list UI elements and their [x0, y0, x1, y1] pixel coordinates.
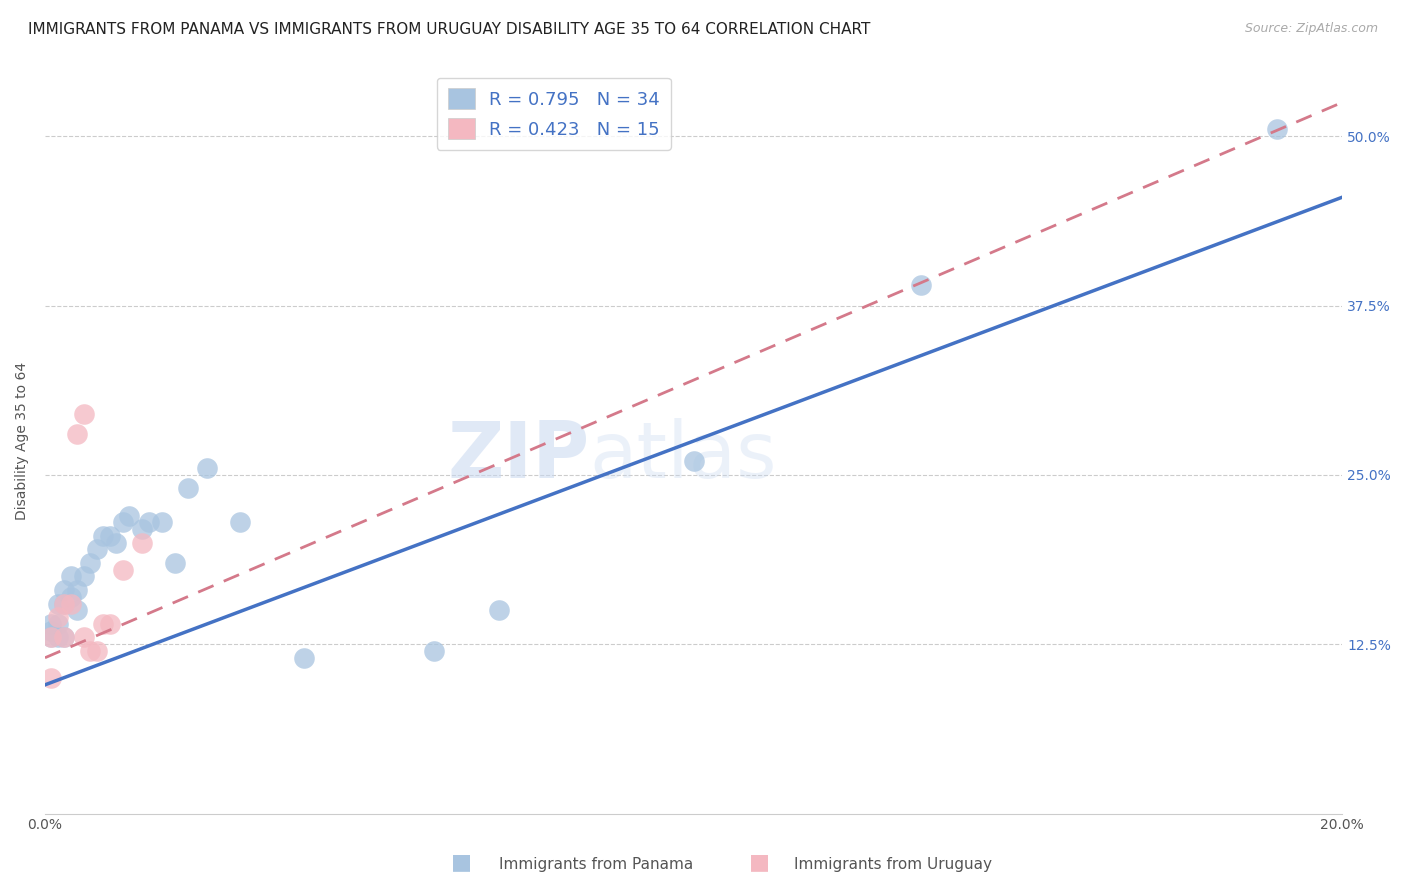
Text: ■: ■: [451, 853, 471, 872]
Text: Immigrants from Uruguay: Immigrants from Uruguay: [794, 857, 993, 872]
Point: [66, 603, 89, 617]
Point: [131, 535, 153, 549]
Text: atlas: atlas: [591, 418, 778, 494]
Point: [59, 590, 82, 604]
Point: [79, 644, 101, 658]
Point: [176, 482, 198, 496]
Point: [910, 278, 932, 293]
Point: [73, 631, 96, 645]
Point: [118, 508, 141, 523]
Point: [73, 407, 96, 421]
Text: ZIP: ZIP: [447, 418, 591, 494]
Point: [73, 569, 96, 583]
Point: [79, 556, 101, 570]
Point: [53, 631, 76, 645]
Text: Immigrants from Panama: Immigrants from Panama: [499, 857, 693, 872]
Point: [150, 516, 173, 530]
Point: [53, 582, 76, 597]
Point: [1267, 122, 1289, 136]
Point: [59, 569, 82, 583]
Point: [98, 529, 121, 543]
Point: [105, 535, 128, 549]
Point: [66, 427, 89, 442]
Point: [41, 631, 63, 645]
Point: [93, 616, 115, 631]
Point: [46, 597, 69, 611]
Point: [41, 631, 63, 645]
Point: [53, 631, 76, 645]
Text: ■: ■: [749, 853, 769, 872]
Point: [46, 616, 69, 631]
Point: [46, 631, 69, 645]
Point: [423, 644, 446, 658]
Text: IMMIGRANTS FROM PANAMA VS IMMIGRANTS FROM URUGUAY DISABILITY AGE 35 TO 64 CORREL: IMMIGRANTS FROM PANAMA VS IMMIGRANTS FRO…: [28, 22, 870, 37]
Point: [682, 454, 704, 468]
Point: [111, 516, 134, 530]
Point: [41, 616, 63, 631]
Point: [53, 597, 76, 611]
Point: [66, 582, 89, 597]
Point: [53, 597, 76, 611]
Point: [41, 624, 63, 638]
Point: [41, 671, 63, 685]
Point: [86, 542, 108, 557]
Legend: R = 0.795   N = 34, R = 0.423   N = 15: R = 0.795 N = 34, R = 0.423 N = 15: [437, 78, 671, 150]
Point: [93, 529, 115, 543]
Point: [98, 616, 121, 631]
Point: [131, 522, 153, 536]
Y-axis label: Disability Age 35 to 64: Disability Age 35 to 64: [15, 362, 30, 520]
Point: [294, 650, 316, 665]
Point: [195, 461, 218, 475]
Point: [163, 556, 186, 570]
Point: [111, 563, 134, 577]
Point: [59, 597, 82, 611]
Text: Source: ZipAtlas.com: Source: ZipAtlas.com: [1244, 22, 1378, 36]
Point: [46, 610, 69, 624]
Point: [488, 603, 510, 617]
Point: [228, 516, 250, 530]
Point: [138, 516, 160, 530]
Point: [86, 644, 108, 658]
